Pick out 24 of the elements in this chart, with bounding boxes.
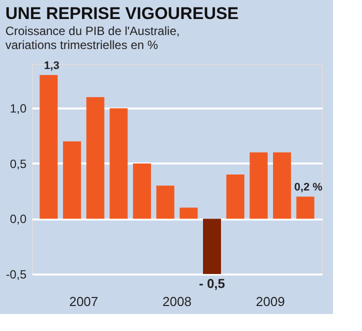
bar [40, 75, 58, 219]
data-label: 0,2 % [294, 182, 323, 194]
text: 2009 [256, 294, 285, 309]
text: 2007 [69, 294, 98, 309]
bar [273, 152, 291, 219]
data-label: - 0,5 [198, 276, 226, 291]
chart-title: UNE REPRISE VIGOUREUSE [5, 4, 239, 24]
bar [133, 163, 151, 219]
bar [86, 97, 104, 219]
y-tick-label: -0,5 [6, 268, 27, 282]
bar [226, 174, 244, 219]
y-tick-label: 0,5 [10, 156, 27, 171]
y-tick-label: 0,0 [10, 212, 27, 226]
bar [250, 152, 268, 219]
bar [156, 186, 174, 219]
data-label: 1,3 [44, 60, 60, 72]
bar [296, 196, 314, 219]
y-tick-label: 1,0 [10, 102, 27, 116]
bar [110, 108, 128, 219]
bar [203, 218, 221, 274]
text: 2008 [162, 294, 192, 309]
bar [63, 141, 81, 219]
chart-subtitle: Croissance du PIB de l'Australie, variations trimestrielles en % [5, 24, 180, 52]
bar [180, 208, 198, 219]
